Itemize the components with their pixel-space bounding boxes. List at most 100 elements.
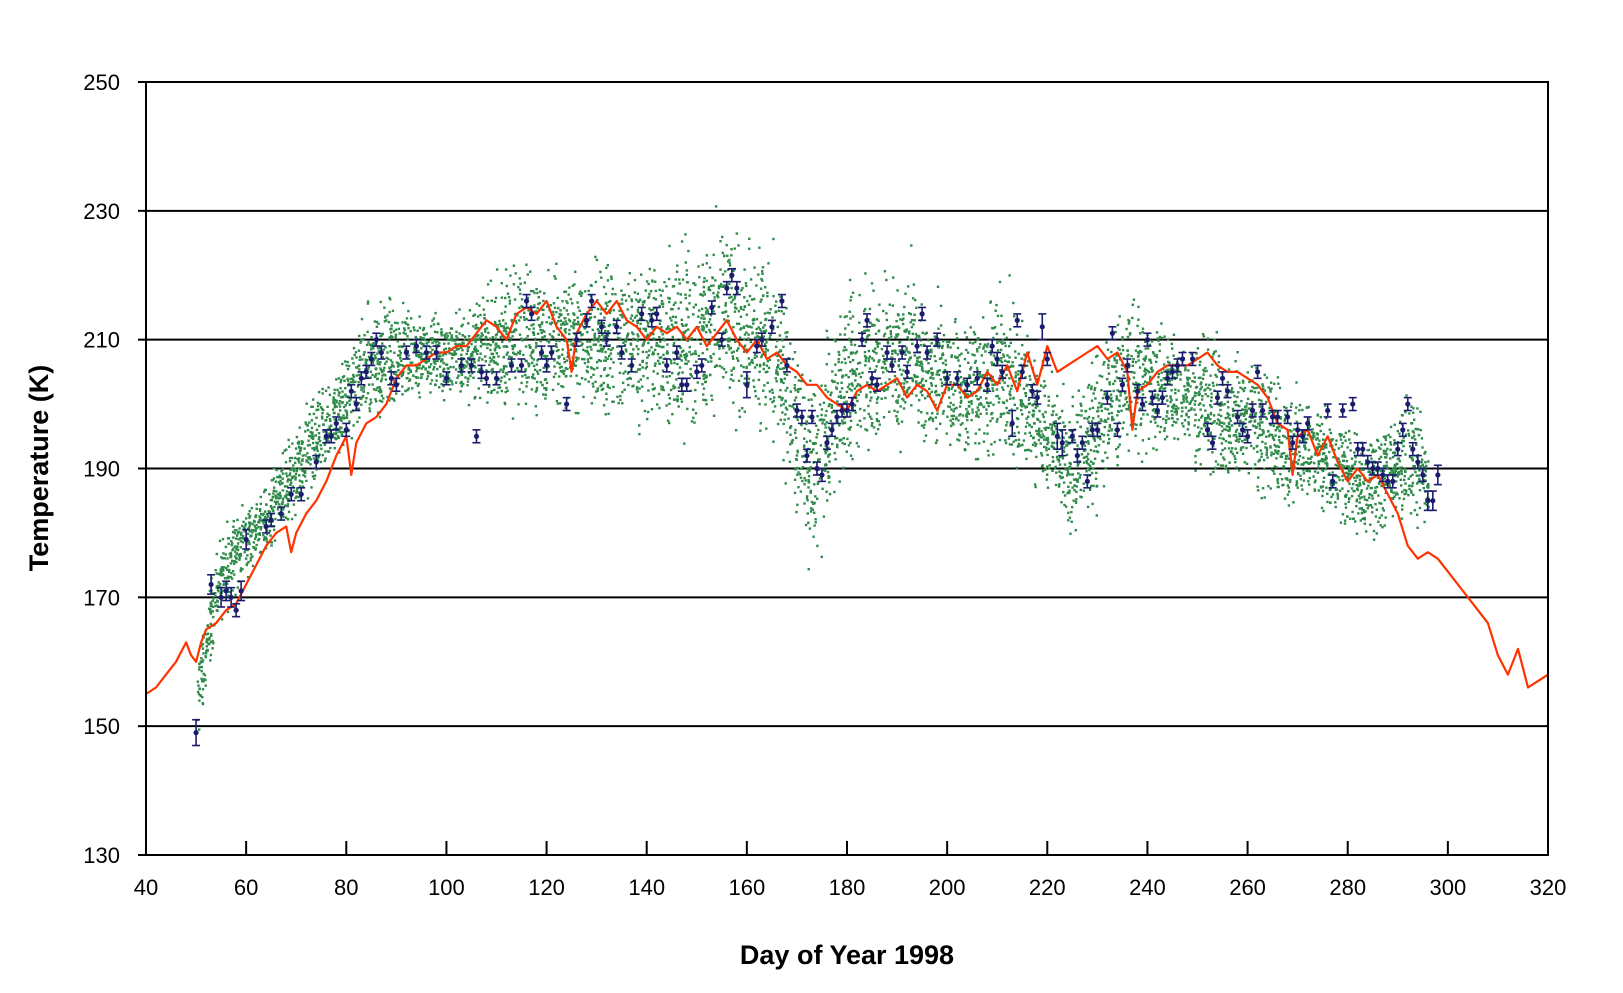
scatter-point	[563, 307, 565, 309]
scatter-point	[304, 470, 306, 472]
scatter-point	[888, 411, 890, 413]
scatter-point	[927, 339, 929, 341]
scatter-point	[821, 408, 823, 410]
scatter-point	[1064, 463, 1066, 465]
scatter-point	[942, 362, 944, 364]
scatter-point	[217, 590, 219, 592]
scatter-point	[577, 357, 579, 359]
scatter-point	[908, 332, 910, 334]
scatter-point	[925, 434, 927, 436]
scatter-point	[1026, 335, 1028, 337]
scatter-point	[896, 289, 898, 291]
scatter-point	[734, 311, 736, 313]
scatter-point	[410, 317, 412, 319]
scatter-point	[747, 333, 749, 335]
scatter-point	[352, 362, 354, 364]
scatter-point	[368, 407, 370, 409]
scatter-point	[474, 327, 476, 329]
scatter-point	[1161, 372, 1163, 374]
scatter-point	[338, 391, 340, 393]
scatter-point	[871, 282, 873, 284]
scatter-point	[922, 332, 924, 334]
scatter-point	[1005, 424, 1007, 426]
scatter-point	[612, 386, 614, 388]
scatter-point	[776, 366, 778, 368]
scatter-point	[794, 384, 796, 386]
scatter-point	[515, 272, 517, 274]
scatter-point	[669, 375, 671, 377]
scatter-point	[558, 355, 560, 357]
scatter-point	[757, 273, 759, 275]
scatter-point	[325, 390, 327, 392]
scatter-point	[498, 320, 500, 322]
scatter-point	[305, 480, 307, 482]
scatter-point	[496, 333, 498, 335]
scatter-point	[946, 432, 948, 434]
scatter-point	[1009, 328, 1011, 330]
scatter-point	[1090, 386, 1092, 388]
scatter-point	[808, 475, 810, 477]
scatter-point	[362, 396, 364, 398]
scatter-point	[959, 405, 961, 407]
scatter-point	[1018, 353, 1020, 355]
scatter-point	[844, 316, 846, 318]
scatter-point	[834, 380, 836, 382]
scatter-point	[1035, 407, 1037, 409]
scatter-point	[505, 268, 507, 270]
scatter-point	[1021, 413, 1023, 415]
scatter-point	[921, 303, 923, 305]
scatter-point	[839, 333, 841, 335]
scatter-point	[967, 352, 969, 354]
scatter-point	[742, 366, 744, 368]
scatter-point	[986, 412, 988, 414]
scatter-point	[287, 505, 289, 507]
scatter-point	[1064, 468, 1066, 470]
scatter-point	[637, 381, 639, 383]
scatter-point	[1018, 443, 1020, 445]
scatter-point	[1085, 441, 1087, 443]
scatter-point	[227, 537, 229, 539]
scatter-point	[375, 389, 377, 391]
scatter-point	[272, 492, 274, 494]
scatter-point	[734, 247, 736, 249]
scatter-point	[515, 322, 517, 324]
scatter-point	[869, 399, 871, 401]
scatter-point	[1028, 411, 1030, 413]
scatter-point	[478, 357, 480, 359]
scatter-point	[456, 377, 458, 379]
scatter-point	[479, 353, 481, 355]
scatter-point	[813, 483, 815, 485]
scatter-point	[360, 386, 362, 388]
scatter-point	[549, 322, 551, 324]
scatter-point	[910, 404, 912, 406]
scatter-point	[937, 328, 939, 330]
scatter-point	[419, 327, 421, 329]
scatter-point	[999, 281, 1001, 283]
scatter-point	[1159, 350, 1161, 352]
scatter-point	[641, 385, 643, 387]
scatter-point	[901, 398, 903, 400]
scatter-point	[876, 398, 878, 400]
scatter-point	[727, 315, 729, 317]
scatter-point	[747, 338, 749, 340]
scatter-point	[414, 349, 416, 351]
scatter-point	[712, 277, 714, 279]
scatter-point	[1110, 405, 1112, 407]
scatter-point	[804, 428, 806, 430]
scatter-point	[510, 356, 512, 358]
scatter-point	[975, 395, 977, 397]
scatter-point	[511, 335, 513, 337]
scatter-point	[340, 381, 342, 383]
scatter-point	[360, 389, 362, 391]
scatter-point	[1107, 408, 1109, 410]
scatter-point	[647, 342, 649, 344]
scatter-point	[750, 278, 752, 280]
scatter-point	[944, 369, 946, 371]
scatter-point	[233, 520, 235, 522]
scatter-point	[864, 355, 866, 357]
scatter-point	[1106, 457, 1108, 459]
scatter-point	[376, 352, 378, 354]
scatter-point	[363, 387, 365, 389]
scatter-point	[440, 360, 442, 362]
scatter-point	[640, 378, 642, 380]
